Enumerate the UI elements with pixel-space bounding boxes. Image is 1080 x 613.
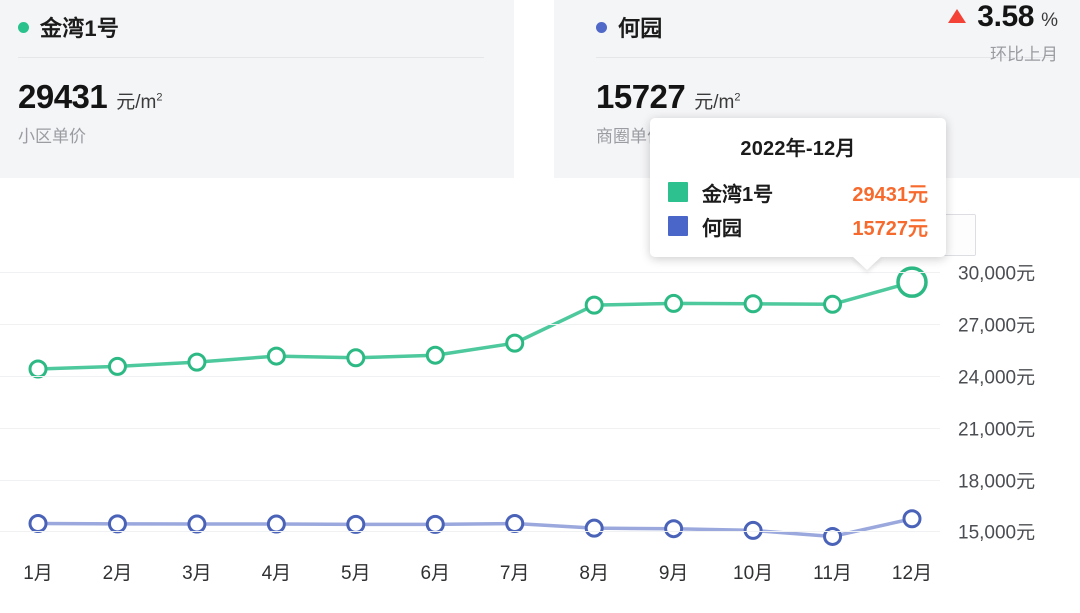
card-community-price-row: 29431 元/m2 [18, 78, 504, 116]
card-community-divider [18, 57, 484, 58]
gridline [0, 375, 940, 377]
card-district-price-row: 15727 元/m2 [596, 78, 1080, 116]
y-axis-tick-label: 15,000元 [958, 522, 1036, 544]
data-point-marker[interactable] [823, 526, 843, 546]
x-axis-tick-label: 7月 [499, 563, 530, 584]
tooltip-value-district: 15727元 [852, 217, 928, 240]
data-point-marker[interactable] [664, 519, 684, 539]
change-block: 3.58 % [948, 0, 1058, 34]
tooltip-title: 2022年-12月 [740, 138, 856, 160]
gridline [0, 479, 940, 481]
gridline [0, 272, 940, 274]
y-axis-tick-label: 18,000元 [958, 471, 1036, 492]
card-community-title-row: 金湾1号 [18, 12, 119, 42]
tooltip-swatch-green [668, 182, 688, 202]
data-point-marker[interactable] [107, 356, 127, 376]
data-point-marker[interactable] [187, 514, 207, 534]
data-point-marker[interactable] [505, 514, 525, 534]
chart-series-svg [28, 266, 928, 546]
gridline [0, 531, 940, 533]
data-point-marker[interactable] [266, 514, 286, 534]
tooltip-row-district: 何园 15727元 [668, 209, 928, 243]
series-line-2 [36, 516, 914, 539]
x-axis-tick-label: 1月 [23, 563, 53, 584]
card-district-sublabel: 商圈单价 [596, 127, 664, 146]
card-district-title-row: 何园 [596, 12, 662, 42]
x-axis-tick-label: 8月 [579, 563, 609, 584]
chart-plot-area [0, 262, 940, 552]
x-axis-tick-label: 4月 [261, 563, 292, 584]
x-axis-tick-label: 12月 [891, 563, 933, 584]
data-point-marker[interactable] [346, 514, 366, 534]
y-axis-tick-label: 30,000元 [958, 263, 1036, 285]
x-axis-tick-label: 10月 [733, 563, 774, 584]
card-district-divider [596, 57, 1054, 58]
card-community-price: 29431 [18, 78, 108, 115]
x-axis-tick-label: 6月 [420, 563, 451, 584]
data-point-marker[interactable] [28, 514, 48, 534]
data-point-marker[interactable] [743, 294, 763, 314]
tooltip-row-community: 金湾1号 29431元 [668, 175, 928, 209]
card-community-sublabel: 小区单价 [18, 127, 86, 146]
card-community: 金湾1号 29431 元/m2 小区单价 [0, 0, 514, 178]
x-axis-tick-label: 5月 [341, 563, 371, 584]
tooltip-arrow [852, 256, 882, 270]
summary-cards: 金湾1号 29431 元/m2 小区单价 何园 15727 元/m2 商圈单价 … [0, 0, 1080, 178]
y-axis-tick-label: 21,000元 [958, 419, 1036, 441]
tooltip-name-district: 何园 [702, 217, 742, 240]
card-district-unit: 元/m2 [694, 91, 741, 113]
data-point-marker[interactable] [896, 266, 928, 298]
triangle-up-icon [948, 9, 967, 23]
gridline [0, 427, 940, 429]
data-point-marker[interactable] [743, 520, 763, 540]
data-point-marker[interactable] [664, 293, 684, 313]
data-point-marker[interactable] [823, 294, 843, 314]
x-axis-tick-label: 11月 [813, 563, 852, 584]
chart-tooltip: 2022年-12月 金湾1号 29431元 何园 15727元 [650, 118, 946, 270]
change-sublabel: 环比上月 [990, 45, 1058, 64]
x-axis-tick-label: 9月 [658, 563, 689, 584]
price-trend-chart: 30,000元 27,000元 24,000元 21,000元 18,000元 15,00… [0, 262, 1080, 613]
data-point-marker[interactable] [346, 348, 366, 368]
data-point-marker[interactable] [187, 352, 207, 372]
change-percent-sign: % [1041, 10, 1058, 31]
green-legend-dot [18, 21, 29, 33]
data-point-marker[interactable] [266, 346, 286, 366]
card-community-unit: 元/m2 [116, 91, 163, 113]
tooltip-name-community: 金湾1号 [702, 183, 774, 206]
card-district-name: 何园 [618, 16, 663, 41]
gridline [0, 324, 940, 326]
data-point-marker[interactable] [584, 518, 604, 538]
tooltip-value-community: 29431元 [852, 183, 928, 206]
data-point-marker[interactable] [902, 509, 922, 529]
data-point-marker[interactable] [28, 359, 48, 379]
card-community-body: 29431 元/m2 小区单价 [18, 78, 504, 147]
card-community-name: 金湾1号 [40, 16, 120, 41]
card-district-body: 15727 元/m2 商圈单价 [596, 78, 1080, 147]
data-point-marker[interactable] [107, 514, 127, 534]
series-line-1 [36, 280, 914, 371]
tooltip-swatch-blue [668, 216, 688, 236]
data-point-marker[interactable] [505, 333, 525, 353]
data-point-marker[interactable] [425, 345, 445, 365]
data-point-marker[interactable] [425, 514, 445, 534]
card-district-price: 15727 [596, 78, 686, 115]
x-axis-tick-label: 2月 [102, 563, 133, 584]
x-axis-tick-label: 3月 [182, 563, 212, 584]
blue-legend-dot [596, 21, 607, 33]
change-value: 3.58 [977, 0, 1035, 33]
y-axis-tick-label: 27,000元 [958, 315, 1036, 337]
y-axis-tick-label: 24,000元 [958, 367, 1036, 389]
data-point-marker[interactable] [584, 295, 604, 315]
